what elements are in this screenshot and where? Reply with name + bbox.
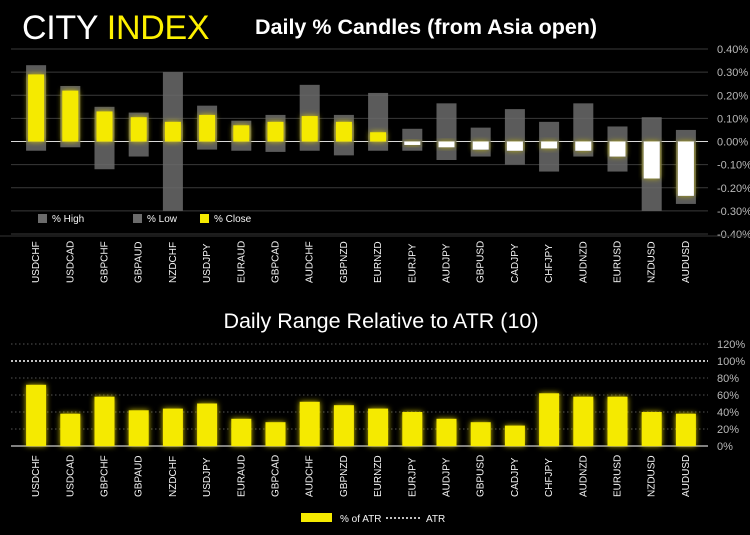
svg-text:GBPNZD: GBPNZD — [339, 241, 350, 283]
svg-text:AUDCHF: AUDCHF — [305, 455, 316, 497]
svg-text:% Close: % Close — [214, 214, 252, 225]
svg-text:EURAUD: EURAUD — [236, 241, 247, 283]
svg-text:EURJPY: EURJPY — [407, 243, 418, 283]
svg-text:USDCAD: USDCAD — [65, 241, 76, 283]
svg-text:0.40%: 0.40% — [717, 44, 748, 56]
svg-text:40%: 40% — [717, 407, 739, 419]
svg-text:CADJPY: CADJPY — [510, 457, 521, 497]
svg-text:EURNZD: EURNZD — [373, 455, 384, 497]
svg-text:EURUSD: EURUSD — [613, 455, 624, 497]
svg-text:NZDCHF: NZDCHF — [168, 242, 179, 283]
svg-text:GBPCHF: GBPCHF — [100, 241, 111, 283]
svg-text:120%: 120% — [717, 339, 745, 351]
svg-text:GBPAUD: GBPAUD — [134, 456, 145, 498]
svg-text:CHFJPY: CHFJPY — [544, 244, 555, 283]
svg-text:-0.20%: -0.20% — [717, 183, 750, 195]
svg-text:NZDUSD: NZDUSD — [647, 455, 658, 497]
svg-text:NZDCHF: NZDCHF — [168, 456, 179, 497]
svg-text:CADJPY: CADJPY — [510, 243, 521, 283]
svg-text:GBPUSD: GBPUSD — [476, 455, 487, 497]
svg-text:% High: % High — [52, 214, 84, 225]
svg-text:% of ATR: % of ATR — [340, 514, 382, 525]
svg-text:0.10%: 0.10% — [717, 113, 748, 125]
svg-text:USDJPY: USDJPY — [202, 457, 213, 497]
svg-text:-0.40%: -0.40% — [717, 229, 750, 241]
svg-text:USDCHF: USDCHF — [31, 455, 42, 497]
svg-text:USDJPY: USDJPY — [202, 243, 213, 283]
svg-text:AUDJPY: AUDJPY — [442, 243, 453, 283]
svg-text:GBPCAD: GBPCAD — [271, 455, 282, 497]
svg-text:60%: 60% — [717, 390, 739, 402]
svg-text:-0.10%: -0.10% — [717, 160, 750, 172]
svg-text:ATR: ATR — [426, 514, 445, 525]
svg-text:GBPCAD: GBPCAD — [271, 241, 282, 283]
svg-text:0.20%: 0.20% — [717, 90, 748, 102]
svg-text:-0.30%: -0.30% — [717, 206, 750, 218]
svg-text:0.00%: 0.00% — [717, 137, 748, 149]
svg-text:100%: 100% — [717, 356, 745, 368]
svg-text:CHFJPY: CHFJPY — [544, 458, 555, 497]
svg-text:AUDNZD: AUDNZD — [578, 241, 589, 283]
svg-text:% Low: % Low — [147, 214, 178, 225]
svg-text:GBPAUD: GBPAUD — [134, 242, 145, 284]
svg-text:0.30%: 0.30% — [717, 67, 748, 79]
svg-text:GBPCHF: GBPCHF — [100, 455, 111, 497]
svg-text:AUDUSD: AUDUSD — [681, 455, 692, 497]
svg-text:AUDJPY: AUDJPY — [442, 457, 453, 497]
svg-text:20%: 20% — [717, 424, 739, 436]
svg-text:80%: 80% — [717, 373, 739, 385]
svg-text:0%: 0% — [717, 441, 733, 453]
svg-text:USDCAD: USDCAD — [65, 455, 76, 497]
svg-text:GBPNZD: GBPNZD — [339, 455, 350, 497]
svg-text:EURJPY: EURJPY — [407, 457, 418, 497]
svg-text:USDCHF: USDCHF — [31, 241, 42, 283]
svg-text:AUDUSD: AUDUSD — [681, 241, 692, 283]
svg-text:EURNZD: EURNZD — [373, 241, 384, 283]
svg-text:AUDNZD: AUDNZD — [578, 455, 589, 497]
svg-text:EURUSD: EURUSD — [613, 241, 624, 283]
svg-text:AUDCHF: AUDCHF — [305, 241, 316, 283]
svg-text:NZDUSD: NZDUSD — [647, 241, 658, 283]
svg-text:EURAUD: EURAUD — [236, 455, 247, 497]
svg-text:GBPUSD: GBPUSD — [476, 241, 487, 283]
